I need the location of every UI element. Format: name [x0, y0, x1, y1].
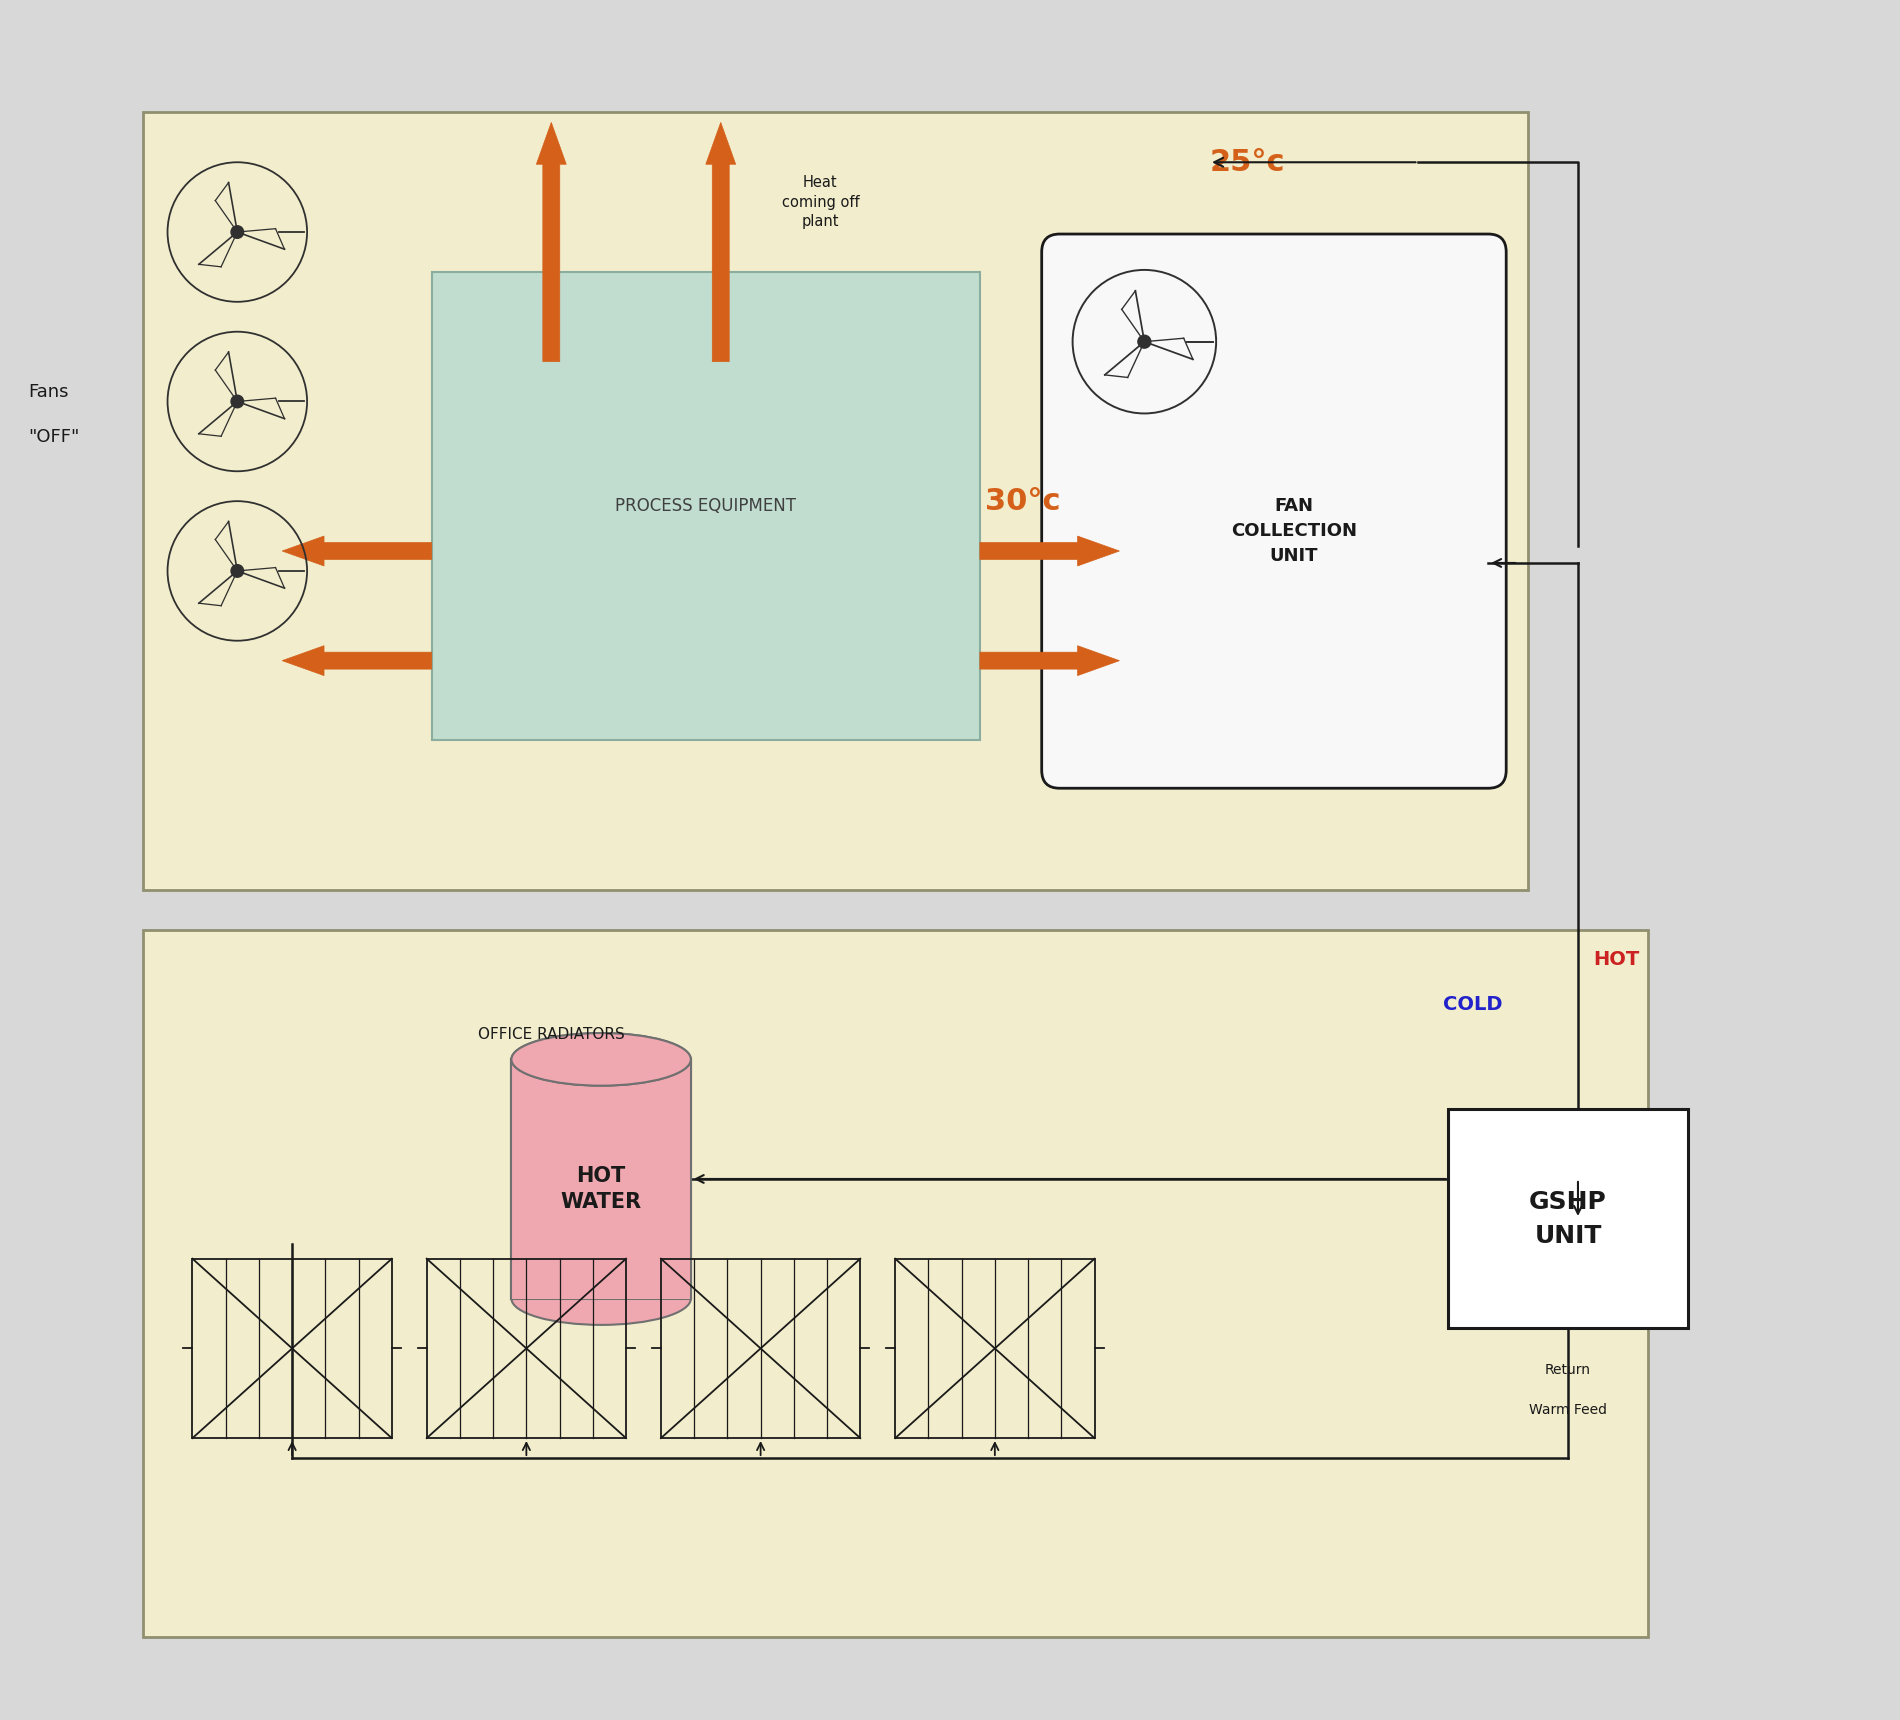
Text: HOT: HOT [1592, 949, 1640, 968]
Text: OFFICE RADIATORS: OFFICE RADIATORS [479, 1027, 625, 1042]
Text: "OFF": "OFF" [28, 428, 80, 447]
FancyArrow shape [980, 537, 1119, 566]
FancyArrow shape [705, 122, 735, 361]
Text: HOT
WATER: HOT WATER [560, 1166, 642, 1213]
Bar [431, 272, 980, 740]
Text: Fans: Fans [28, 384, 68, 401]
Text: FAN
COLLECTION
UNIT: FAN COLLECTION UNIT [1231, 497, 1357, 566]
Text: Return: Return [1545, 1364, 1590, 1378]
FancyArrow shape [283, 537, 431, 566]
Bar [192, 1259, 391, 1438]
FancyArrow shape [283, 645, 431, 676]
FancyArrow shape [536, 122, 566, 361]
Ellipse shape [511, 1034, 692, 1085]
Text: GSHP
UNIT: GSHP UNIT [1530, 1190, 1607, 1247]
Bar [511, 1060, 692, 1299]
Text: 25°c: 25°c [1208, 148, 1284, 177]
Text: Heat
coming off
plant: Heat coming off plant [781, 175, 859, 229]
Bar [142, 112, 1528, 889]
FancyArrow shape [980, 645, 1119, 676]
Bar [142, 931, 1647, 1637]
Bar [895, 1259, 1094, 1438]
Ellipse shape [511, 1273, 692, 1324]
Bar [1448, 1109, 1687, 1328]
Text: PROCESS EQUIPMENT: PROCESS EQUIPMENT [616, 497, 796, 516]
Bar [661, 1259, 861, 1438]
Ellipse shape [511, 1034, 692, 1085]
Circle shape [232, 396, 243, 408]
Text: 30°c: 30°c [984, 487, 1060, 516]
Text: COLD: COLD [1444, 996, 1503, 1015]
Bar [511, 1060, 692, 1299]
Circle shape [232, 564, 243, 578]
FancyBboxPatch shape [1041, 234, 1507, 788]
Circle shape [1138, 335, 1151, 347]
Text: Warm Feed: Warm Feed [1530, 1404, 1607, 1417]
Bar [428, 1259, 625, 1438]
Circle shape [232, 225, 243, 239]
